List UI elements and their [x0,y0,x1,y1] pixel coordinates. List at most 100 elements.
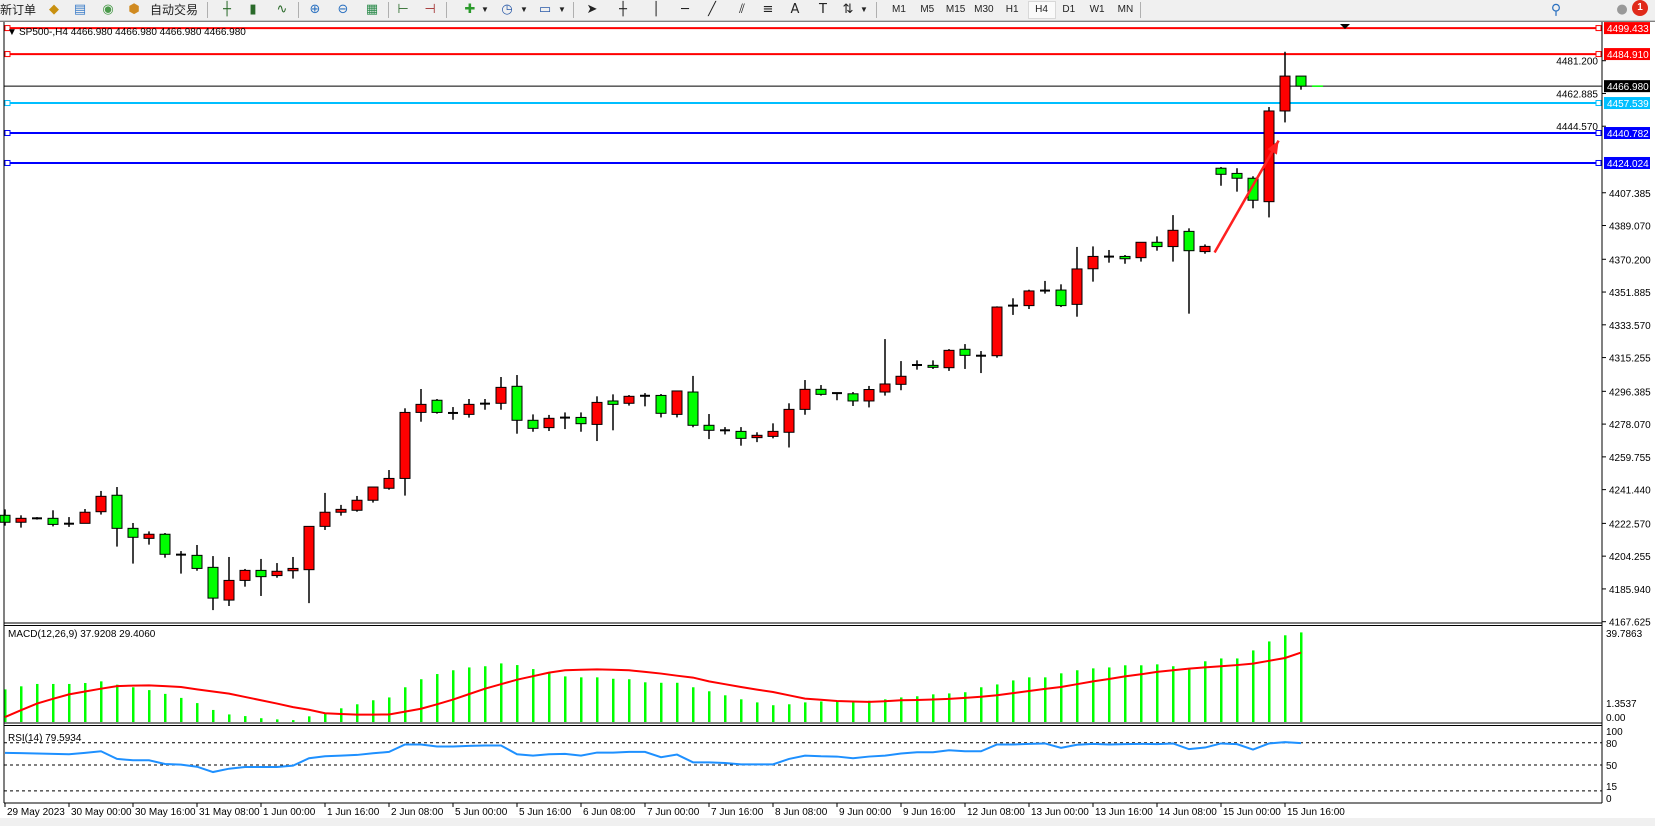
timeframe-m15[interactable]: M15 [945,4,966,15]
timeframe-w1[interactable]: W1 [1089,4,1105,15]
signals-icon[interactable]: ◉ [102,2,114,17]
line-handle-left[interactable] [4,51,11,58]
macd-histogram-bar [148,690,151,722]
timeframe-m5[interactable]: M5 [920,4,935,15]
text-label-icon[interactable]: T [819,2,827,17]
candle-body [79,511,91,524]
macd-histogram-bar [1044,677,1047,722]
horizontal-line-icon[interactable]: ─ [681,2,689,17]
time-tick-label: 7 Jun 00:00 [647,807,700,818]
collapse-triangle-icon[interactable]: ▼ [7,27,17,38]
arrows-dropdown-icon[interactable]: ▼ [860,5,868,14]
indicators-icon[interactable]: ✚ [464,2,476,17]
candle [560,412,570,430]
candle [991,306,1003,358]
candle-body [1295,75,1307,87]
equidistant-channel-icon[interactable]: ⫽ [739,2,745,17]
crosshair-icon[interactable]: ┼ [619,2,627,17]
macd-histogram-bar [1060,673,1063,722]
data-window-icon[interactable]: ▤ [73,2,87,17]
macd-histogram-bar [324,712,327,722]
candle [640,393,650,407]
line-handle-right[interactable] [1595,159,1602,166]
macd-histogram-bar [1028,677,1031,722]
timeframe-m1[interactable]: M1 [892,4,906,15]
macd-histogram-bar [260,718,263,722]
notifications-icon[interactable]: ● [1616,2,1628,17]
timeframe-m30[interactable]: M30 [974,4,994,15]
candle-body [1135,241,1147,259]
price-tick-label: 4351.885 [1609,288,1651,299]
candle [448,407,458,420]
bar-chart-icon[interactable]: ┼ [223,2,231,17]
text-icon[interactable]: A [790,2,800,17]
candle-body [1199,245,1211,253]
candle-body [15,517,27,523]
price-tick-label: 4204.255 [1609,552,1651,563]
candle [735,427,747,446]
candle [383,470,395,490]
zoom-out-icon[interactable]: ⊖ [337,2,349,17]
market-watch-icon[interactable]: ◆ [49,2,59,17]
auto-trading-button[interactable]: 自动交易 [149,3,198,17]
candlestick-icon[interactable]: ▮ [249,2,257,17]
fibonacci-icon[interactable]: ≡ [762,2,774,17]
macd-histogram-bar [1140,665,1143,722]
line-chart-icon[interactable]: ∿ [276,2,288,17]
candle [1104,249,1114,263]
candle [143,531,155,545]
candle [64,517,74,527]
chart-shift-icon[interactable]: ⊣ [424,2,436,17]
candle [1055,284,1067,308]
candle-body [1119,255,1131,260]
price-tick-label: 4296.385 [1609,387,1651,398]
macd-histogram-bar [804,702,807,722]
line-handle-right[interactable] [1595,51,1602,58]
line-handle-left[interactable] [4,25,11,32]
new-order-button[interactable]: 新订单 [0,3,37,17]
zoom-in-icon[interactable]: ⊕ [309,2,321,17]
timeframe-h4[interactable]: H4 [1027,1,1056,19]
price-tick-label: 4315.255 [1609,354,1651,365]
price-label-box [1604,97,1650,110]
line-handle-right[interactable] [1595,25,1602,32]
candle [0,509,11,526]
candle-body [671,390,683,415]
candle-body [575,416,587,425]
candle [1023,289,1035,310]
templates-dropdown-icon[interactable]: ▼ [558,5,566,14]
templates-icon[interactable]: ▭ [538,2,552,17]
time-tick-label: 12 Jun 08:00 [967,807,1025,818]
cursor-icon[interactable]: ➤ [586,2,598,17]
macd-histogram-bar [308,716,311,722]
candle-body [127,527,139,538]
line-handle-right[interactable] [1595,100,1602,107]
candle [111,487,123,547]
tile-windows-icon[interactable]: ▦ [365,2,379,17]
price-label: 4424.024 [1607,159,1649,170]
macd-histogram-bar [500,663,503,722]
line-handle-left[interactable] [4,159,11,166]
auto-trading-icon[interactable]: ⬢ [128,2,140,17]
candle [1167,215,1179,262]
candle-body [1231,172,1243,179]
timeframe-mn[interactable]: MN [1117,4,1134,15]
line-handle-right[interactable] [1595,130,1602,137]
search-icon[interactable]: ⚲ [1550,2,1562,18]
trendline-icon[interactable]: ╱ [708,2,716,17]
chart-shift-marker-icon[interactable] [1340,24,1350,29]
line-handle-left[interactable] [4,130,11,137]
periods-icon[interactable]: ◷ [501,2,513,17]
macd-histogram-bar [1236,658,1239,722]
arrows-icon[interactable]: ⇅ [842,2,854,17]
indicators-dropdown-icon[interactable]: ▼ [481,5,489,14]
macd-histogram-bar [564,676,567,722]
timeframe-d1[interactable]: D1 [1062,4,1076,15]
periods-dropdown-icon[interactable]: ▼ [520,5,528,14]
timeframe-h1[interactable]: H1 [1005,4,1019,15]
vertical-line-icon[interactable]: │ [652,2,660,17]
auto-scroll-icon[interactable]: ⊢ [397,2,409,17]
annotation-arrow[interactable] [1213,140,1280,254]
line-handle-left[interactable] [4,100,11,107]
